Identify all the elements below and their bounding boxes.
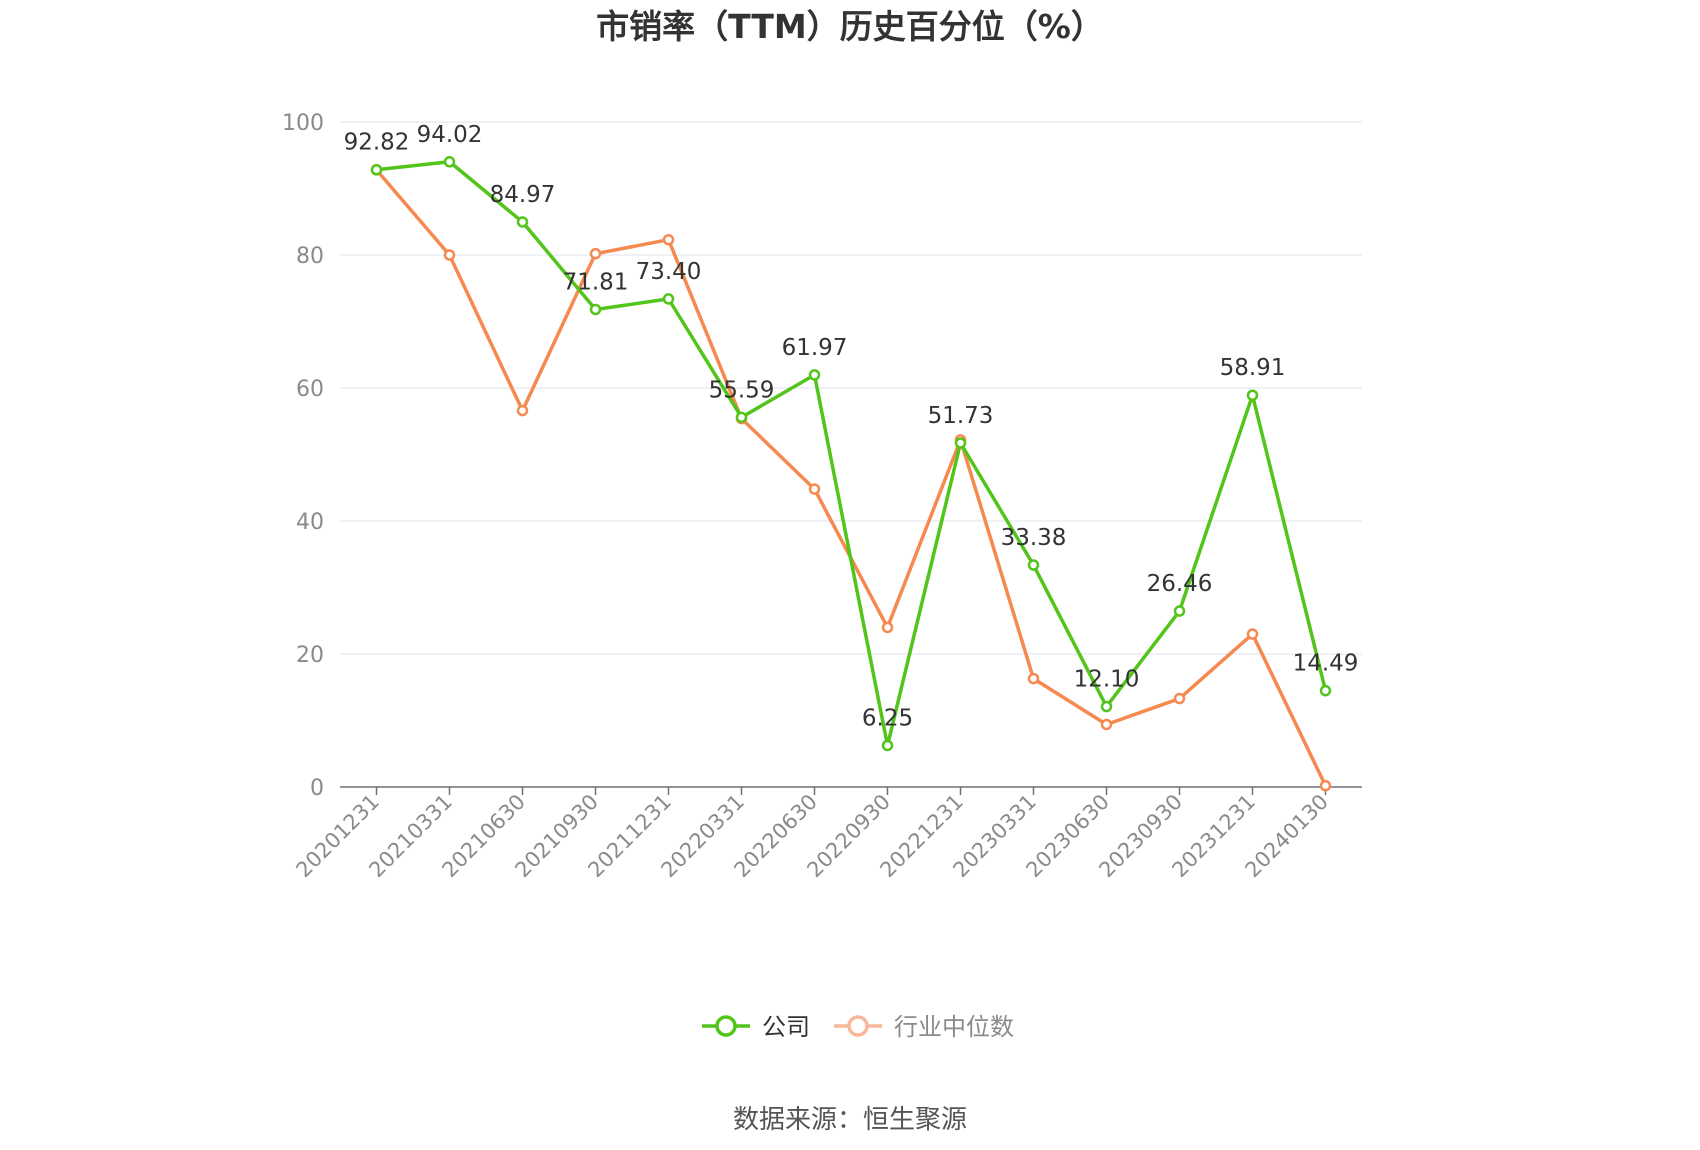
data-point [1027, 559, 1040, 571]
data-point [1100, 700, 1113, 713]
data-point [662, 233, 675, 246]
data-point [370, 163, 383, 176]
series-line-company [376, 160, 1328, 748]
data-point [808, 369, 821, 381]
data-label: 61.97 [782, 335, 848, 361]
data-point [516, 216, 529, 228]
data-point [1319, 684, 1332, 697]
y-tick-label: 40 [296, 510, 324, 535]
data-point [1246, 628, 1259, 640]
data-point [1246, 389, 1259, 401]
data-point [1173, 605, 1186, 617]
data-label: 6.25 [862, 705, 913, 731]
data-label: 73.40 [636, 259, 702, 285]
data-label: 14.49 [1293, 651, 1359, 677]
legend-item-company[interactable]: 公司 [702, 1013, 810, 1041]
data-label: 26.46 [1147, 571, 1213, 597]
data-point [443, 249, 456, 261]
legend-swatch-marker [715, 1015, 737, 1037]
legend-item-industry-median[interactable]: 行业中位数 [834, 1013, 1014, 1041]
data-point [808, 483, 821, 495]
data-labels: 92.82 94.02 84.97 71.81 73.40 55.59 61.97 6.25 5… [344, 122, 1359, 732]
y-tick-label: 20 [296, 643, 324, 668]
legend-swatch-marker [847, 1015, 869, 1037]
data-point [1027, 672, 1040, 685]
data-label: 71.81 [563, 269, 629, 295]
data-label: 84.97 [490, 182, 556, 208]
legend-label: 公司 [762, 1013, 810, 1041]
data-point [662, 293, 675, 305]
series-line-industry-median [375, 168, 1328, 787]
y-tick-label: 0 [310, 776, 324, 801]
y-tick-label: 80 [296, 244, 324, 269]
data-label: 94.02 [417, 122, 483, 148]
data-point [443, 156, 456, 168]
data-point [589, 303, 602, 316]
data-point [1319, 779, 1332, 792]
legend-label: 行业中位数 [894, 1013, 1014, 1041]
data-label: 55.59 [709, 377, 775, 403]
data-point [516, 404, 529, 417]
source-note: 数据来源：恒生聚源 [733, 1105, 967, 1135]
y-tick-label: 60 [296, 377, 324, 402]
data-point [735, 411, 748, 424]
data-label: 92.82 [344, 130, 410, 156]
y-tick-label: 100 [282, 111, 324, 136]
data-point [589, 247, 602, 260]
data-label: 33.38 [1001, 525, 1067, 551]
data-label: 12.10 [1074, 667, 1140, 693]
data-point [954, 437, 967, 449]
x-axis: 2020123120210331202106302021093020211231… [291, 786, 1362, 882]
data-point [1100, 718, 1113, 731]
data-point [1173, 692, 1186, 705]
chart-title: 市销率（TTM）历史百分位（%） [596, 7, 1104, 46]
data-label: 58.91 [1220, 355, 1286, 381]
y-axis: 0 20 40 60 80 100 [282, 111, 324, 801]
data-point [881, 739, 894, 752]
legend[interactable]: 公司 行业中位数 [702, 1013, 1014, 1041]
data-point [881, 621, 894, 634]
series-group [370, 156, 1332, 792]
data-label: 51.73 [928, 403, 994, 429]
